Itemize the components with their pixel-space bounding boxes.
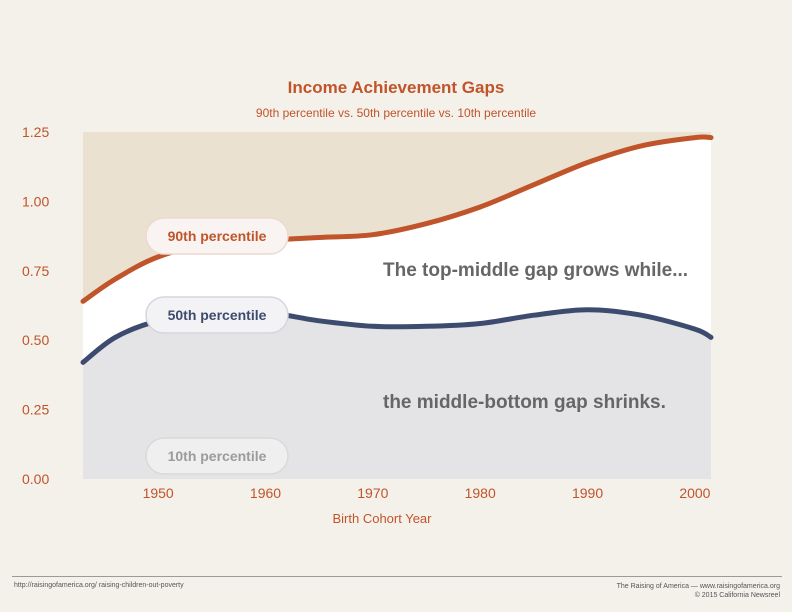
series-label-text: 50th percentile (168, 307, 267, 323)
chart-subtitle: 90th percentile vs. 50th percentile vs. … (255, 106, 537, 120)
footer-credit-line-1: The Raising of America — www.raisingofam… (616, 583, 780, 590)
y-tick-label: 1.25 (22, 124, 49, 140)
footer-credit-line-2: © 2015 California Newsreel (694, 592, 780, 599)
series-label-pill: 50th percentile (145, 296, 289, 334)
footer-url: http://raisingofamerica.org/ raising-chi… (14, 582, 184, 589)
annotation-middle-bottom: the middle-bottom gap shrinks. (383, 392, 666, 413)
x-tick-label: 1970 (357, 485, 388, 501)
x-tick-label: 1950 (143, 485, 174, 501)
y-axis-ticks: 0.00 0.25 0.50 0.75 1.00 1.25 (22, 124, 49, 487)
footer-divider (12, 576, 782, 577)
series-label-text: 10th percentile (168, 448, 267, 464)
chart-title: Income Achievement Gaps (287, 78, 505, 97)
series-label-pill: 90th percentile (145, 217, 289, 255)
x-tick-label: 1960 (250, 485, 281, 501)
y-tick-label: 0.00 (22, 471, 49, 487)
y-tick-label: 0.75 (22, 263, 49, 279)
annotation-top-middle: The top-middle gap grows while... (383, 260, 688, 281)
series-label-pill: 10th percentile (145, 437, 289, 475)
series-label-text: 90th percentile (168, 228, 267, 244)
y-tick-label: 0.50 (22, 332, 49, 348)
x-axis-label: Birth Cohort Year (332, 511, 432, 526)
y-tick-label: 1.00 (22, 193, 49, 209)
series-labels: 90th percentile 50th percentile 10th perce… (145, 217, 289, 475)
footer-credit: The Raising of America — www.raisingofam… (617, 582, 780, 600)
band-50th-to-10th (83, 309, 711, 479)
series-line-90th (80, 134, 714, 304)
x-axis-ticks: 1950 1960 1970 1980 1990 2000 (143, 485, 711, 501)
x-tick-label: 1990 (572, 485, 603, 501)
chart-annotations: The top-middle gap grows while... the mid… (383, 260, 688, 413)
x-tick-label: 2000 (679, 485, 710, 501)
y-tick-label: 0.25 (22, 402, 49, 418)
x-tick-label: 1980 (465, 485, 496, 501)
